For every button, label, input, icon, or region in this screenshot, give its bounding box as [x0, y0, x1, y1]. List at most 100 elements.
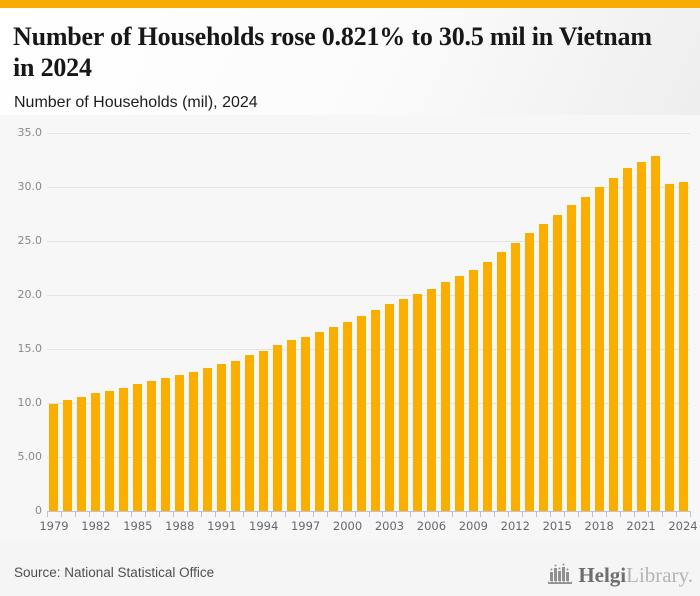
x-axis-label-1988: 1988 — [165, 519, 195, 533]
x-axis-label-1979: 1979 — [39, 519, 69, 533]
bar-2017 — [580, 197, 590, 511]
bar-2003 — [384, 304, 394, 511]
bar-2015 — [552, 215, 562, 511]
bar-2023 — [664, 184, 674, 511]
x-axis-tick — [480, 511, 482, 517]
gridline-15 — [47, 349, 690, 350]
x-axis-tick — [144, 511, 146, 517]
x-axis-tick — [508, 511, 510, 517]
x-axis-tick — [606, 511, 608, 517]
x-axis-tick — [494, 511, 496, 517]
x-axis-label-2012: 2012 — [500, 519, 530, 533]
x-axis-tick — [60, 511, 62, 517]
x-axis-tick — [564, 511, 566, 517]
x-axis-tick — [452, 511, 454, 517]
y-axis-label: 20.0 — [17, 288, 43, 301]
bar-1982 — [91, 393, 101, 511]
x-axis-tick — [382, 511, 384, 517]
gridline-5 — [47, 457, 690, 458]
y-axis-label: 5.00 — [17, 450, 43, 463]
x-axis-tick — [270, 511, 272, 517]
x-axis-tick — [662, 511, 664, 517]
bar-1979 — [49, 404, 59, 511]
bar-2005 — [412, 294, 422, 511]
footer: Source: National Statistical Office — [0, 540, 700, 596]
x-axis-tick — [592, 511, 594, 517]
x-axis-label-2024: 2024 — [668, 519, 698, 533]
bar-1993 — [245, 355, 255, 511]
x-axis-tick — [312, 511, 314, 517]
bar-1988 — [175, 375, 185, 511]
x-axis-label-2018: 2018 — [584, 519, 614, 533]
bar-1999 — [329, 327, 339, 511]
x-axis-tick — [368, 511, 370, 517]
y-axis-label: 30.0 — [17, 180, 43, 193]
x-axis-tick — [74, 511, 76, 517]
gridline-20 — [47, 295, 690, 296]
bar-chart-logo-icon — [547, 561, 578, 590]
y-axis-label: 10.0 — [17, 396, 43, 409]
header: Number of Households rose 0.821% to 30.5… — [0, 8, 700, 115]
logo-text-helgi: Helgi — [578, 563, 627, 587]
x-axis-label-1994: 1994 — [249, 519, 279, 533]
x-axis-label-1991: 1991 — [207, 519, 237, 533]
x-axis-tick — [536, 511, 538, 517]
bar-2006 — [426, 289, 436, 511]
x-axis-label-2003: 2003 — [374, 519, 405, 533]
x-axis-tick — [410, 511, 412, 517]
bar-1980 — [63, 400, 73, 511]
bar-2018 — [594, 187, 604, 511]
households-bar-chart: 0 5.00 10.0 15.0 20.0 25.0 30.0 35.0 1979 1982 198… — [0, 115, 700, 540]
bar-1996 — [287, 340, 297, 511]
x-axis-tick — [634, 511, 636, 517]
x-axis-tick — [130, 511, 132, 517]
x-axis-tick — [396, 511, 398, 517]
page-title: Number of Households rose 0.821% to 30.5… — [13, 22, 652, 82]
bar-2024 — [678, 182, 688, 511]
x-axis-tick — [424, 511, 426, 517]
bar-1986 — [147, 381, 157, 511]
bar-1981 — [77, 397, 87, 511]
x-axis-label-2015: 2015 — [542, 519, 572, 533]
bar-1990 — [203, 368, 213, 511]
x-axis-tick — [158, 511, 160, 517]
x-axis-label-1997: 1997 — [290, 519, 321, 533]
x-axis-label-2009: 2009 — [458, 519, 488, 533]
accent-top-bar — [0, 0, 700, 8]
x-axis-tick — [47, 511, 48, 517]
x-axis-tick — [466, 511, 468, 517]
x-axis-label-2000: 2000 — [332, 519, 363, 533]
bar-1998 — [315, 332, 325, 511]
x-axis-tick — [88, 511, 90, 517]
x-axis-tick — [648, 511, 650, 517]
y-axis-label: 0 — [35, 504, 42, 517]
x-axis-tick — [256, 511, 258, 517]
gridline-25 — [47, 241, 690, 242]
chart-subtitle: Number of Households (mil), 2024 — [14, 94, 258, 111]
x-axis-label-2006: 2006 — [416, 519, 447, 533]
x-axis-label-2021: 2021 — [626, 519, 656, 533]
gridline-30 — [47, 187, 690, 188]
y-axis-label: 25.0 — [17, 234, 43, 247]
x-axis-tick — [298, 511, 300, 517]
x-axis-tick — [340, 511, 342, 517]
bar-1984 — [119, 388, 129, 511]
x-axis-tick — [550, 511, 552, 517]
bar-2008 — [454, 276, 464, 511]
x-axis-tick — [284, 511, 286, 517]
x-axis-tick — [242, 511, 244, 517]
bar-2001 — [357, 316, 366, 511]
y-axis-label: 35.0 — [17, 126, 43, 139]
logo-text-library: Library. — [626, 563, 693, 587]
x-axis-tick — [578, 511, 580, 517]
bar-1985 — [133, 384, 143, 511]
x-axis-tick — [326, 511, 328, 517]
bar-2002 — [370, 310, 380, 511]
bar-2020 — [622, 168, 632, 511]
bar-1991 — [217, 364, 227, 511]
x-axis-tick — [214, 511, 216, 517]
x-axis-tick — [102, 511, 104, 517]
bar-1994 — [259, 351, 269, 511]
x-axis-tick — [116, 511, 118, 517]
x-axis-label-1982: 1982 — [81, 519, 111, 533]
